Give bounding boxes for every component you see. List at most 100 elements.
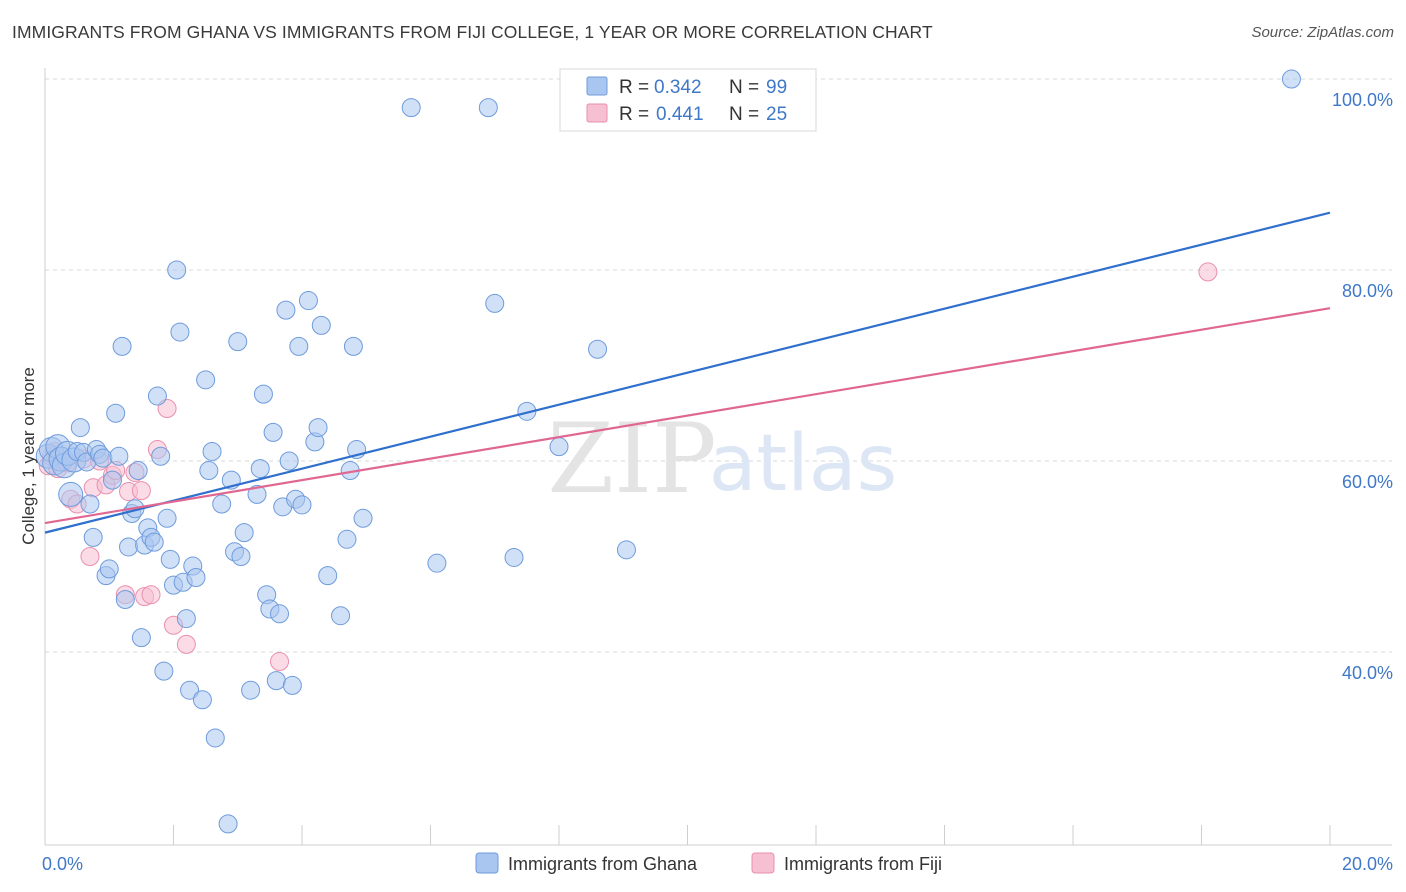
point-ghana-46 xyxy=(186,568,206,588)
y-tick-label-100: 100.0% xyxy=(1332,90,1393,110)
point-ghana-93 xyxy=(588,339,608,359)
bottom-legend: Immigrants from Ghana Immigrants from Fi… xyxy=(475,852,942,874)
point-ghana-94 xyxy=(616,540,636,560)
point-ghana-92 xyxy=(549,437,569,457)
point-ghana-85 xyxy=(353,508,373,528)
point-ghana-28 xyxy=(128,461,148,481)
point-ghana-19 xyxy=(99,559,119,579)
point-ghana-89 xyxy=(485,293,505,313)
point-ghana-70 xyxy=(279,451,299,471)
source-label: Source: ZipAtlas.com xyxy=(1251,24,1394,41)
point-ghana-37 xyxy=(157,508,177,528)
point-ghana-51 xyxy=(205,728,225,748)
watermark-atlas: atlas xyxy=(709,419,898,509)
point-ghana-90 xyxy=(504,547,524,567)
legend-n-value-ghana: 99 xyxy=(766,77,787,98)
point-ghana-43 xyxy=(176,609,196,629)
y-axis-label: College, 1 year or more xyxy=(19,367,38,545)
point-ghana-78 xyxy=(311,315,331,335)
legend-r-label-fiji: R = xyxy=(619,104,649,125)
point-ghana-36 xyxy=(154,661,174,681)
x-tick-label-0: 0.0% xyxy=(42,854,83,874)
point-ghana-14 xyxy=(83,527,103,547)
point-ghana-87 xyxy=(427,553,447,573)
bottom-legend-label-ghana: Immigrants from Ghana xyxy=(508,854,698,874)
point-ghana-21 xyxy=(106,403,126,423)
point-ghana-7 xyxy=(58,481,84,507)
point-ghana-59 xyxy=(241,680,261,700)
legend-n-label-ghana: N = xyxy=(729,77,759,98)
gridlines xyxy=(45,78,1392,653)
point-ghana-77 xyxy=(308,418,328,438)
y-tick-label-80: 80.0% xyxy=(1342,281,1393,301)
point-ghana-74 xyxy=(292,495,312,515)
point-ghana-58 xyxy=(234,523,254,543)
trendlines xyxy=(44,211,1331,534)
point-ghana-86 xyxy=(401,98,421,118)
legend-swatch-ghana xyxy=(586,76,608,96)
point-ghana-75 xyxy=(298,291,318,311)
point-ghana-83 xyxy=(343,336,363,356)
watermark-zip: ZIP xyxy=(547,403,716,515)
point-fiji-26 xyxy=(1198,262,1218,282)
series-ghana xyxy=(35,69,1301,834)
bottom-legend-swatch-ghana xyxy=(475,852,499,874)
trendline-ghana xyxy=(44,211,1331,534)
point-ghana-41 xyxy=(170,322,190,342)
point-fiji-24 xyxy=(176,634,196,654)
legend-r-value-ghana: 0.342 xyxy=(654,77,702,98)
point-ghana-34 xyxy=(147,386,167,406)
point-ghana-52 xyxy=(212,494,232,514)
point-ghana-25 xyxy=(119,537,139,557)
legend-r-label-ghana: R = xyxy=(619,77,649,98)
point-ghana-29 xyxy=(131,628,151,648)
legend-swatch-fiji xyxy=(586,103,608,123)
point-ghana-95 xyxy=(1281,69,1301,89)
point-ghana-35 xyxy=(151,446,171,466)
point-ghana-38 xyxy=(160,549,180,569)
point-ghana-49 xyxy=(199,461,219,481)
point-ghana-65 xyxy=(263,422,283,442)
point-ghana-60 xyxy=(247,484,267,504)
x-tick-label-20: 20.0% xyxy=(1342,854,1393,874)
point-ghana-57 xyxy=(231,547,251,566)
legend-n-value-fiji: 25 xyxy=(766,104,787,125)
point-ghana-48 xyxy=(196,370,216,390)
point-fiji-9 xyxy=(80,547,100,566)
point-ghana-69 xyxy=(276,300,296,320)
point-ghana-53 xyxy=(218,814,238,834)
point-ghana-50 xyxy=(202,441,222,461)
point-ghana-22 xyxy=(109,446,129,466)
point-ghana-88 xyxy=(478,98,498,118)
point-ghana-44 xyxy=(180,680,200,700)
point-ghana-47 xyxy=(192,690,212,710)
point-ghana-23 xyxy=(112,336,132,356)
y-tick-label-60: 60.0% xyxy=(1342,472,1393,492)
point-ghana-40 xyxy=(167,260,187,280)
y-tick-label-40: 40.0% xyxy=(1342,663,1393,683)
point-ghana-79 xyxy=(318,566,338,586)
point-ghana-20 xyxy=(102,470,122,490)
point-ghana-56 xyxy=(228,332,248,352)
point-ghana-24 xyxy=(115,589,135,609)
point-ghana-17 xyxy=(93,448,113,468)
top-legend: R = 0.342 N = 99 R = 0.441 N = 25 xyxy=(559,68,817,132)
chart-title: IMMIGRANTS FROM GHANA VS IMMIGRANTS FROM… xyxy=(12,22,933,42)
point-ghana-66 xyxy=(266,671,286,691)
point-ghana-10 xyxy=(70,418,90,438)
point-ghana-61 xyxy=(250,459,270,479)
point-ghana-33 xyxy=(144,532,164,552)
point-ghana-13 xyxy=(80,494,100,514)
watermark: ZIP atlas xyxy=(547,403,897,515)
point-ghana-73 xyxy=(289,336,309,356)
point-fiji-18 xyxy=(131,481,151,501)
point-ghana-67 xyxy=(270,604,290,624)
trendline-fiji xyxy=(44,307,1331,525)
bottom-legend-swatch-fiji xyxy=(751,852,775,874)
point-ghana-71 xyxy=(282,675,302,695)
point-ghana-62 xyxy=(253,384,273,404)
legend-r-value-fiji: 0.441 xyxy=(656,104,704,125)
tick-labels: 40.0% 60.0% 80.0% 100.0% 0.0% 20.0% xyxy=(42,90,1393,874)
point-fiji-20 xyxy=(141,585,161,605)
